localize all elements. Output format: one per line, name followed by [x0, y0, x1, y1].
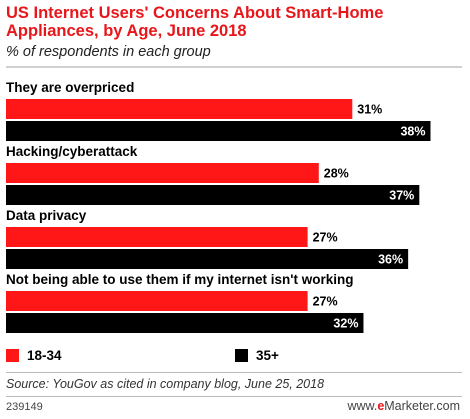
brand-name: Marketer	[384, 399, 433, 413]
bar-18-34-not-being-able-to-use-them-if-my-internet-isn-t-working	[6, 291, 308, 311]
bottom-divider	[6, 372, 462, 373]
bar-18-34-data-privacy	[6, 227, 308, 247]
top-divider	[6, 66, 462, 68]
value-label-18-34-they-are-overpriced: 31%	[357, 103, 382, 117]
chart-id: 239149	[6, 401, 43, 413]
category-label-not-being-able-to-use-them-if-my-internet-isn-t-working: Not being able to use them if my interne…	[6, 272, 354, 287]
value-label-35-data-privacy: 36%	[378, 253, 403, 267]
legend-item-18-34: 18-34	[6, 348, 62, 363]
source-note: Source: YouGov as cited in company blog,…	[6, 377, 325, 391]
brand-link[interactable]: www.eMarketer.com	[347, 399, 460, 413]
legend-label-18-34: 18-34	[27, 348, 62, 363]
footer-divider	[6, 396, 462, 397]
legend-swatch-35-plus	[235, 349, 248, 362]
legend-swatch-18-34	[6, 349, 19, 362]
value-label-18-34-data-privacy: 27%	[313, 231, 338, 245]
bar-35-hacking-cyberattack	[6, 185, 420, 205]
category-label-data-privacy: Data privacy	[6, 208, 87, 223]
category-label-hacking-cyberattack: Hacking/cyberattack	[6, 144, 138, 159]
value-label-35-not-being-able-to-use-them-if-my-internet-isn-t-working: 32%	[333, 317, 358, 331]
bar-18-34-they-are-overpriced	[6, 99, 353, 119]
chart-title: US Internet Users' Concerns About Smart-…	[6, 4, 384, 40]
value-label-18-34-hacking-cyberattack: 28%	[324, 167, 349, 181]
brand-e: e	[377, 399, 385, 413]
bar-18-34-hacking-cyberattack	[6, 163, 319, 183]
bar-35-they-are-overpriced	[6, 121, 431, 141]
chart-subtitle: % of respondents in each group	[6, 44, 211, 60]
value-label-18-34-not-being-able-to-use-them-if-my-internet-isn-t-working: 27%	[313, 295, 338, 309]
value-label-35-they-are-overpriced: 38%	[400, 125, 425, 139]
bar-35-not-being-able-to-use-them-if-my-internet-isn-t-working	[6, 313, 364, 333]
legend-label-35-plus: 35+	[256, 348, 279, 363]
bar-chart: They are overpriced 31% 38% Hacking/cyberat…	[6, 80, 431, 333]
legend: 18-34 35+	[6, 348, 466, 364]
legend-item-35-plus: 35+	[235, 348, 279, 363]
bar-35-data-privacy	[6, 249, 409, 269]
category-label-they-are-overpriced: They are overpriced	[6, 80, 134, 95]
value-label-35-hacking-cyberattack: 37%	[389, 189, 414, 203]
